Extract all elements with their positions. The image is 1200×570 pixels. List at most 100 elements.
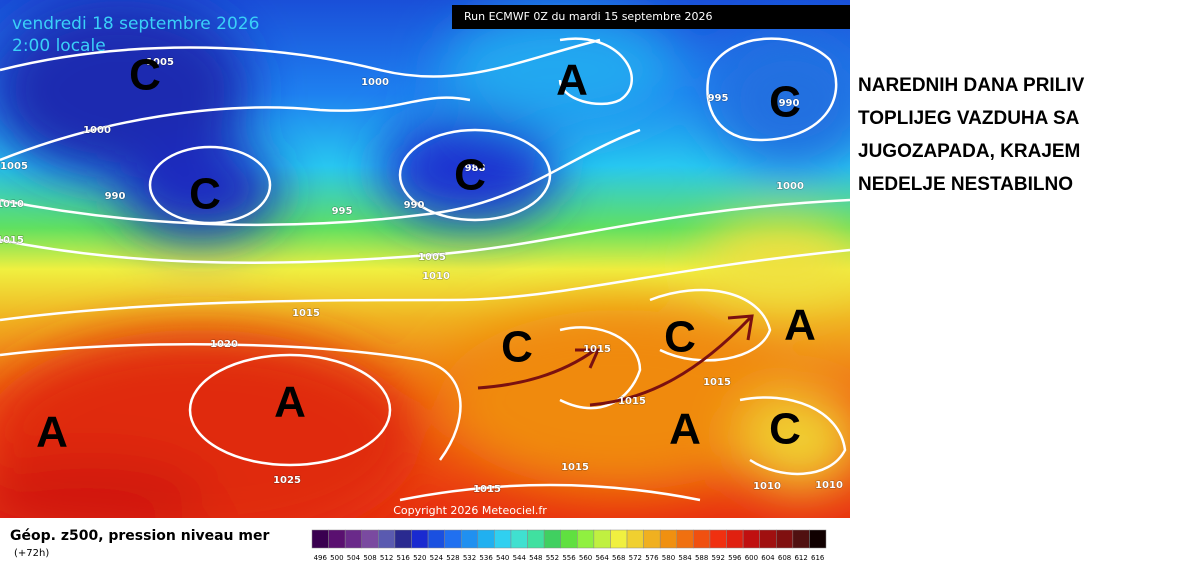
isobar-label: 990	[404, 200, 425, 211]
colorbar-label: 532	[463, 554, 476, 562]
pressure-system: A	[556, 56, 588, 105]
pressure-system: A	[36, 408, 68, 457]
isobar-label: 1010	[0, 199, 24, 210]
colorbar-cell	[328, 529, 346, 549]
colorbar-cell	[693, 529, 711, 549]
colorbar-cell	[527, 529, 545, 549]
colorbar-cell	[460, 529, 479, 549]
colorbar-label: 596	[728, 554, 742, 562]
colorbar-cell	[361, 529, 379, 549]
colorbar-cell	[311, 529, 329, 549]
annotation-line: NEDELJE NESTABILNO	[858, 174, 1073, 195]
isobars	[0, 37, 850, 502]
isobar-label: 995	[708, 93, 729, 104]
pressure-system: C	[501, 323, 533, 372]
colorbar-label: 500	[330, 554, 343, 562]
isobar-label: 990	[779, 98, 800, 109]
isobar-label: 1015	[0, 235, 24, 246]
colorbar-cell	[560, 529, 578, 549]
colorbar-cell	[543, 529, 561, 549]
colorbar-label: 520	[413, 554, 426, 562]
colorbar-label: 544	[513, 554, 527, 562]
colorbar-cell	[444, 529, 462, 549]
pressure-system: C	[129, 51, 161, 100]
annotation-line: JUGOZAPADA, KRAJEM	[858, 141, 1080, 162]
colorbar-label: 612	[794, 554, 807, 562]
colorbar-cell	[577, 529, 595, 549]
pressure-system: A	[669, 405, 701, 454]
isobar-label: 1015	[561, 462, 589, 473]
pressure-system: C	[769, 405, 801, 454]
isobar-label: 1015	[583, 344, 611, 355]
isobar-label: 1010	[815, 480, 843, 491]
run-label: Run ECMWF 0Z du mardi 15 septembre 2026	[464, 10, 713, 23]
colorbar-cell	[344, 529, 362, 549]
isobar-label: 1010	[422, 271, 450, 282]
isobar-label: 1005	[0, 161, 28, 172]
colorbar-cell	[643, 529, 661, 549]
colorbar-label: 504	[347, 554, 361, 562]
colorbar-label: 572	[629, 554, 642, 562]
colorbar-label: 548	[529, 554, 542, 562]
colorbar-label: 508	[363, 554, 376, 562]
colorbar-label: 564	[595, 554, 609, 562]
legend-title: Géop. z500, pression niveau mer	[10, 528, 269, 544]
pressure-system: C	[664, 313, 696, 362]
isobar-label: 1005	[418, 252, 446, 263]
colorbar-cell	[809, 529, 827, 549]
colorbar-label: 524	[430, 554, 444, 562]
date-label: vendredi 18 septembre 2026	[12, 14, 259, 34]
colorbar-cell	[742, 529, 760, 549]
isobar-label: 988	[465, 163, 486, 174]
map	[0, 0, 850, 518]
colorbar-cell	[610, 529, 628, 549]
isobar-label: 990	[105, 191, 126, 202]
isobar-label: 1015	[618, 396, 646, 407]
colorbar-label: 608	[778, 554, 791, 562]
colorbar-label: 616	[811, 554, 825, 562]
isobar-label: 1005	[146, 57, 174, 68]
annotation-line: TOPLIJEG VAZDUHA SA	[858, 108, 1080, 129]
run-banner	[452, 5, 850, 29]
pressure-system: A	[784, 301, 816, 350]
colorbar-label: 560	[579, 554, 592, 562]
colorbar-cell	[411, 529, 429, 549]
colorbar-cell	[776, 529, 794, 549]
colorbar-label: 496	[314, 554, 328, 562]
colorbar-label: 600	[745, 554, 758, 562]
copyright: Copyright 2026 Meteociel.fr	[393, 504, 547, 517]
colorbar-cell	[659, 529, 678, 549]
colorbar-cell	[759, 529, 777, 549]
annotation-line: NAREDNIH DANA PRILIV	[858, 75, 1085, 96]
colorbar-label: 516	[397, 554, 411, 562]
colorbar-cell	[626, 529, 644, 549]
colorbar-label: 568	[612, 554, 625, 562]
isobar-label: 1015	[292, 308, 320, 319]
colorbar-cell	[792, 529, 810, 549]
colorbar-label: 540	[496, 554, 509, 562]
colorbar-cell	[427, 529, 445, 549]
colorbar-label: 584	[678, 554, 692, 562]
colorbar-cell	[394, 529, 412, 549]
legend-lead: (+72h)	[14, 548, 49, 559]
isobar-label: 1000	[776, 181, 804, 192]
time-label: 2:00 locale	[12, 36, 106, 56]
isobar-label: 1015	[703, 377, 731, 388]
colorbar-cell	[494, 529, 512, 549]
pressure-system: C	[769, 78, 801, 127]
isobar-label: 995	[332, 206, 353, 217]
colorbar-label: 528	[446, 554, 459, 562]
colorbar-label: 580	[662, 554, 675, 562]
colorbar-cell	[510, 529, 528, 549]
colorbar-label: 512	[380, 554, 393, 562]
colorbar-label: 552	[546, 554, 559, 562]
isobar-label: 1010	[753, 481, 781, 492]
pressure-system: A	[274, 378, 306, 427]
colorbar-label: 556	[562, 554, 576, 562]
colorbar-cell	[477, 529, 495, 549]
isobar-label: 1015	[473, 484, 501, 495]
pressure-system: C	[189, 170, 221, 219]
isobar-label: 1000	[83, 125, 111, 136]
colorbar-cell	[709, 529, 727, 549]
